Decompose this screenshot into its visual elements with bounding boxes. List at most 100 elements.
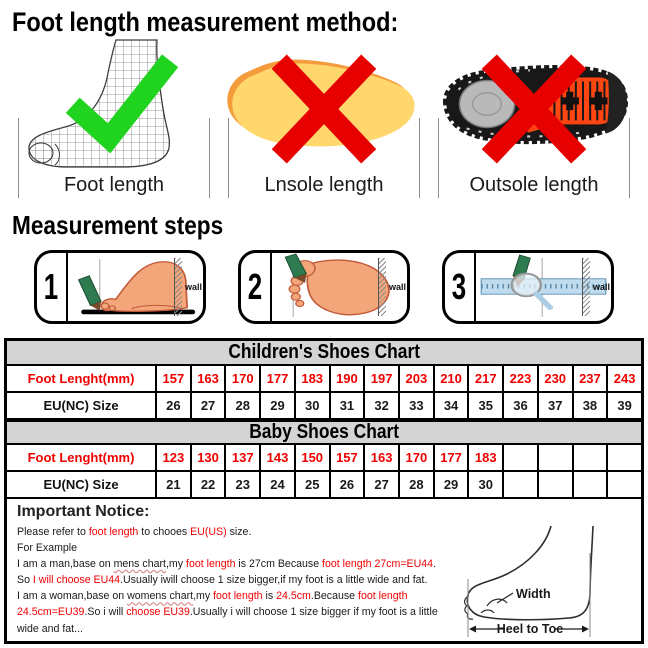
- notice-text-segment: .Usually iwill choose 1 size bigger,if m…: [120, 574, 428, 587]
- notice-text-segment: EU(US): [190, 526, 227, 538]
- table-cell: [606, 472, 641, 497]
- table-cell: 183: [467, 445, 502, 470]
- notice-text-segment: foot length: [358, 590, 408, 603]
- table-cell: 203: [398, 366, 433, 391]
- heel-to-toe-label: Heel to Toe: [497, 622, 563, 636]
- table-cell: 21: [155, 472, 190, 497]
- method-figures-row: Foot length Lnsole length: [0, 36, 648, 200]
- table-cell: [571, 445, 607, 470]
- table-cell: 26: [155, 393, 190, 418]
- table-cell: 33: [398, 393, 433, 418]
- table-cell: 38: [571, 393, 607, 418]
- notice-line: 24.5cm=EU39.So i will choose EU39.Usuall…: [17, 604, 641, 620]
- table-cell: 27: [363, 472, 398, 497]
- table-cell: 34: [432, 393, 468, 418]
- notice-line: So I will choose EU44.Usually iwill choo…: [17, 572, 641, 588]
- wireframe-foot-art: [16, 38, 212, 170]
- table-cell: 22: [189, 472, 225, 497]
- table-cell: 170: [398, 445, 433, 470]
- notice-text-segment: womens chart: [127, 590, 194, 603]
- size-chart-block: Children's Shoes Chart Foot Lenght(mm) 1…: [4, 338, 644, 644]
- table-cell: [502, 472, 537, 497]
- table-cell: 123: [155, 445, 190, 470]
- table-row-baby-foot-length: Foot Lenght(mm) 123 130 137 143 150 157 163 170…: [7, 445, 641, 472]
- table-cell: 26: [328, 472, 364, 497]
- table-cell: 24: [259, 472, 294, 497]
- wall-hatch: [378, 258, 386, 316]
- children-chart-header: Children's Shoes Chart: [7, 341, 641, 366]
- table-cell: 210: [432, 366, 468, 391]
- table-cell: 217: [467, 366, 502, 391]
- table-cell: 163: [189, 366, 225, 391]
- table-cell: 157: [155, 366, 190, 391]
- baby-chart-header: Baby Shoes Chart: [7, 420, 641, 445]
- notice-text-segment: to chooes: [138, 526, 191, 538]
- table-cell: 190: [328, 366, 364, 391]
- row-label: Foot Lenght(mm): [27, 450, 135, 465]
- insole-art: [226, 38, 422, 170]
- notice-text-segment: ,my: [165, 558, 186, 571]
- notice-line: For Example: [17, 540, 641, 556]
- notice-heading: Important Notice:: [17, 503, 150, 520]
- table-cell: 157: [328, 445, 364, 470]
- method-figure-foot-length: Foot length: [16, 36, 212, 200]
- table-cell: 28: [224, 393, 259, 418]
- wall-label: wall: [388, 282, 406, 292]
- page-title: Foot length measurement method:: [12, 7, 456, 38]
- table-cell: 29: [259, 393, 294, 418]
- table-cell: 150: [293, 445, 329, 470]
- wall-label: wall: [592, 282, 610, 292]
- table-cell: 223: [502, 366, 537, 391]
- notice-line: Please refer to foot length to chooes EU…: [17, 524, 641, 540]
- notice-text-segment: foot length: [88, 526, 139, 538]
- outsole-illustration: [443, 65, 628, 145]
- notice-text-segment: .Because: [310, 590, 358, 603]
- measurement-steps-heading: Measurement steps: [12, 210, 255, 241]
- table-cell: 183: [293, 366, 329, 391]
- step-number: 1: [37, 253, 68, 321]
- notice-text-segment: I am a man,base on: [17, 558, 114, 571]
- notice-text-segment: is 27cm Because: [235, 558, 323, 571]
- step2-top-foot-illustration: [284, 253, 390, 317]
- table-cell: 237: [571, 366, 607, 391]
- method-figure-insole-length: Lnsole length: [226, 36, 422, 200]
- notice-line: wide and fat...: [17, 621, 641, 637]
- notice-text-segment: 24.5cm: [276, 590, 311, 603]
- table-row-children-foot-length: Foot Lenght(mm) 157 163 170 177 183 190 197 203…: [7, 366, 641, 393]
- table-cell: 36: [502, 393, 537, 418]
- table-cell: [502, 445, 537, 470]
- table-cell: 37: [536, 393, 572, 418]
- notice-text-segment: So: [17, 574, 33, 587]
- wall-label: wall: [184, 282, 202, 292]
- page-title-text: Foot length measurement method:: [12, 7, 399, 37]
- table-cell: 32: [363, 393, 398, 418]
- measure-bar-left: [438, 118, 439, 198]
- table-cell: 170: [224, 366, 259, 391]
- notice-text-segment: choose EU39: [126, 606, 190, 619]
- notice-text-segment: .Usually i will choose 1 size bigger if …: [189, 606, 438, 619]
- table-cell: 35: [467, 393, 502, 418]
- notice-text-segment: wide and fat...: [17, 622, 83, 635]
- table-cell: 23: [224, 472, 259, 497]
- notice-text-segment: 24.5cm=EU39: [17, 606, 85, 619]
- measure-bar-right: [419, 118, 420, 198]
- arrow-right-icon: [582, 625, 589, 633]
- row-cells: 157 163 170 177 183 190 197 203 210 217 223 230 237 2…: [155, 366, 641, 391]
- method-label: Lnsole length: [264, 173, 384, 196]
- step-scene-1: wall: [68, 253, 203, 321]
- step-scene-2: wall: [272, 253, 407, 321]
- notice-line: I am a woman,base on womens chart,my foo…: [17, 588, 641, 604]
- wall-hatch: [174, 258, 182, 316]
- table-cell: 30: [293, 393, 329, 418]
- step-number: 3: [445, 253, 476, 321]
- table-cell: 197: [363, 366, 398, 391]
- outsole-art: [436, 38, 632, 170]
- notice-text-segment: foot length 27cm=EU44: [322, 558, 434, 571]
- notice-text-segment: Please refer to: [17, 526, 89, 538]
- table-row-baby-eu-size: EU(NC) Size 21 22 23 24 25 26 27 28 29 30: [7, 472, 641, 499]
- notice-text-segment: For Example: [17, 542, 78, 555]
- table-cell: 130: [189, 445, 225, 470]
- steps-row: 1 wall 2: [0, 250, 648, 330]
- table-cell: 137: [224, 445, 259, 470]
